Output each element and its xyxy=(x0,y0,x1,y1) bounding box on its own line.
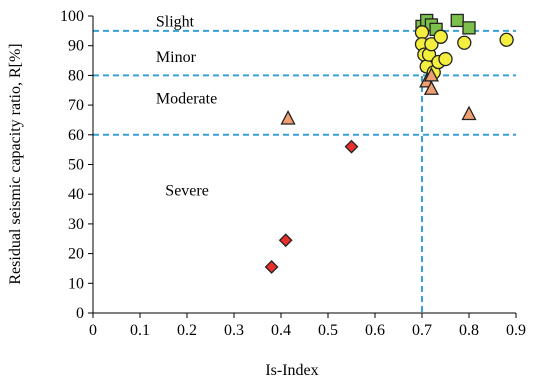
x-tick-label: 0.6 xyxy=(365,322,385,339)
data-point-circle xyxy=(433,29,448,44)
y-tick-label: 20 xyxy=(68,246,84,263)
data-point-diamond xyxy=(344,139,359,154)
data-point-circle xyxy=(414,25,430,40)
y-tick-label: 80 xyxy=(68,67,84,84)
data-points xyxy=(264,13,514,274)
y-tick-label: 10 xyxy=(68,275,84,292)
data-point-triangle xyxy=(423,80,439,95)
data-point-circle xyxy=(457,35,472,50)
data-point-circle xyxy=(499,32,514,47)
x-tick-label: 0.8 xyxy=(459,322,479,339)
y-axis-title: Residual seismic capacity ratio, R[%] xyxy=(7,43,24,284)
data-point-triangle xyxy=(280,110,296,125)
data-point-square xyxy=(450,13,464,28)
x-tick-label: 0.9 xyxy=(506,322,526,339)
data-point-triangle xyxy=(461,105,477,121)
data-point-circle xyxy=(424,37,439,52)
y-tick-label: 40 xyxy=(68,186,84,203)
y-axis-ticks: 0 10 20 30 40 50 60 70 80 90 100 xyxy=(60,8,93,322)
y-tick-label: 30 xyxy=(68,216,84,233)
y-tick-label: 70 xyxy=(68,97,84,114)
x-tick-label: 0.3 xyxy=(224,322,244,339)
reference-lines xyxy=(93,16,516,313)
data-point-triangle xyxy=(423,66,439,82)
y-tick-label: 60 xyxy=(68,127,84,144)
y-tick-label: 0 xyxy=(76,305,84,322)
x-tick-label: 0.1 xyxy=(130,322,150,339)
zone-label-slight: Slight xyxy=(156,13,195,30)
data-point-diamond xyxy=(278,233,293,248)
data-point-diamond xyxy=(264,260,279,274)
x-tick-label: 0.5 xyxy=(318,322,338,339)
data-point-square xyxy=(462,21,476,35)
data-point-circle xyxy=(438,51,453,67)
zone-label-minor: Minor xyxy=(156,49,197,66)
x-tick-label: 0.4 xyxy=(271,322,291,339)
zone-label-moderate: Moderate xyxy=(156,91,217,108)
y-tick-label: 100 xyxy=(60,8,84,25)
y-tick-label: 50 xyxy=(68,157,84,174)
x-tick-label: 0 xyxy=(89,322,97,339)
x-axis-ticks: 0 0.1 0.2 0.3 0.4 0.5 0.6 0.7 0.8 0.9 xyxy=(89,313,526,339)
x-tick-label: 0.2 xyxy=(177,322,197,339)
x-tick-label: 0.7 xyxy=(412,322,432,339)
zone-label-severe: Severe xyxy=(165,183,209,200)
y-tick-label: 90 xyxy=(68,38,84,55)
damage-zone-labels: Slight Minor Moderate Severe xyxy=(156,13,217,199)
x-axis-title: Is-Index xyxy=(265,362,318,379)
